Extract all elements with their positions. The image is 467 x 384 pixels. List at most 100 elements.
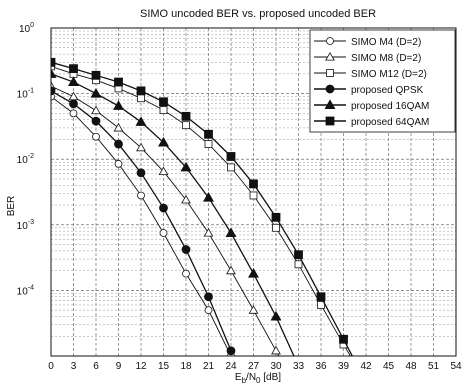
x-tick-label: 45 [383,361,395,372]
circle-marker [159,203,168,213]
triangle-marker [91,105,101,115]
series-line [51,85,280,356]
triangle-marker [51,68,57,78]
circle-marker [69,109,78,118]
triangle-marker [325,51,335,61]
series [51,92,235,356]
circle-marker [226,346,236,356]
circle-marker [137,191,145,200]
square-marker [114,77,123,87]
x-tick-label: 9 [116,361,122,372]
circle-marker [92,132,100,141]
square-marker [325,116,335,126]
legend: SIMO M4 (D=2) SIMO M8 (D=2) SIMO M12 (D=2)… [309,29,456,133]
triangle-marker [68,76,79,87]
legend-entry: proposed QPSK [351,85,424,96]
square-marker [91,70,101,80]
triangle-marker [158,166,169,176]
x-tick-label: 54 [450,361,462,372]
square-marker [339,334,348,344]
square-marker [181,111,191,121]
circle-marker [136,168,146,178]
square-marker [182,121,190,130]
square-marker [294,250,303,260]
y-tick-label: 10-4 [17,284,34,297]
series [51,62,351,356]
x-tick-label: 12 [135,361,147,372]
x-tick-label: 6 [93,361,99,372]
x-tick-label: 27 [248,361,260,372]
x-tick-label: 3 [71,361,77,372]
x-tick-label: 30 [270,361,282,372]
x-tick-label: 36 [315,361,327,372]
legend-entry: proposed 16QAM [351,101,429,112]
square-marker [317,301,325,309]
x-tick-label: 42 [360,361,372,372]
square-marker [204,140,213,148]
circle-marker [159,229,168,237]
triangle-marker [136,142,146,152]
x-tick-label: 18 [180,361,192,372]
x-tick-label: 48 [405,361,417,372]
triangle-marker [113,122,124,132]
circle-marker [51,86,56,96]
triangle-marker [248,268,259,278]
series [51,57,354,356]
square-marker [272,223,280,232]
legend-entry: SIMO M12 (D=2) [351,69,427,80]
x-tick-label: 51 [428,361,440,372]
series-line [51,73,295,356]
triangle-marker [181,194,191,204]
triangle-marker [158,136,169,147]
circle-marker [204,292,213,302]
square-marker [326,69,334,77]
square-marker [159,97,168,107]
square-marker [51,57,56,67]
circle-marker [91,116,101,126]
square-marker [204,129,213,139]
x-tick-label: 15 [158,361,170,372]
circle-marker [325,84,335,94]
triangle-marker [203,227,214,237]
square-marker [227,163,235,172]
plot-series [51,57,354,356]
x-tick-label: 0 [48,361,54,372]
y-tick-labels: 100 10-1 10-2 10-3 10-4 [17,22,34,297]
square-marker [69,64,78,74]
triangle-marker [90,87,102,98]
circle-marker [114,139,123,149]
circle-marker [204,306,213,315]
series [51,86,236,356]
x-axis-label: Eb/N0 [dB] [235,372,281,384]
triangle-marker [226,265,236,275]
square-marker [226,152,236,161]
square-marker [316,292,326,302]
triangle-marker [271,345,281,355]
y-tick-label: 10-1 [17,88,34,101]
triangle-marker [135,116,147,126]
legend-entry: SIMO M8 (D=2) [351,53,421,64]
square-marker [249,191,258,200]
y-tick-label: 10-2 [17,153,34,166]
plot-frame [50,27,457,357]
legend-entry: proposed 64QAM [351,117,429,128]
circle-marker [69,99,78,109]
square-marker [159,106,168,115]
circle-marker [326,37,334,45]
circle-marker [114,159,123,168]
square-marker [137,94,145,103]
legend-entry: SIMO M4 (D=2) [351,37,421,48]
chart-title: SIMO uncoded BER vs. proposed uncoded BE… [140,8,376,20]
x-tick-labels: 0 3 6 9 12 15 18 21 24 27 30 33 36 39 42 45 48 51 54 [48,361,462,372]
x-tick-label: 24 [225,361,237,372]
legend-box [309,29,456,133]
square-marker [136,86,146,96]
series [51,81,281,356]
triangle-marker [225,227,237,237]
square-marker [271,212,281,222]
series [51,68,295,356]
triangle-marker [203,191,214,202]
x-tick-label: 33 [293,361,305,372]
y-tick-label: 10-3 [17,219,34,232]
